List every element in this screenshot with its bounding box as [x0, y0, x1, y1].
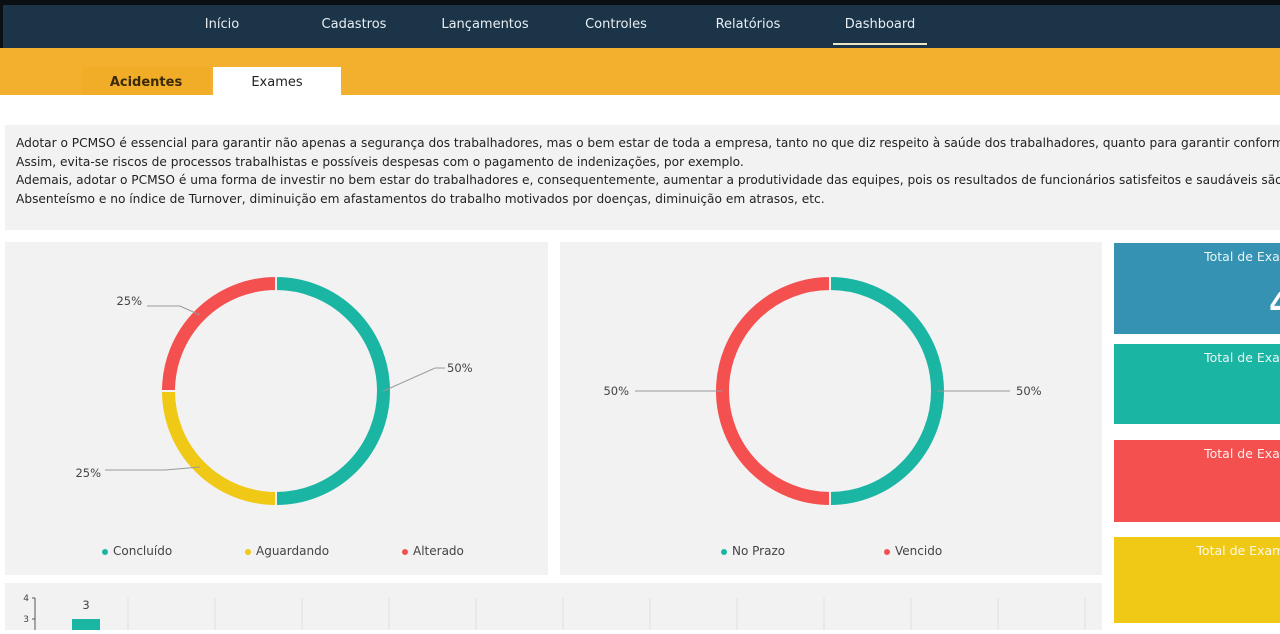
legend-label: Vencido — [895, 544, 943, 558]
card-total-exames: Total de Exam 4 — [1114, 243, 1280, 334]
y-tick-label: 3 — [23, 615, 29, 625]
data-label: 50% — [447, 361, 473, 375]
tab-exames[interactable]: Exames — [213, 67, 341, 95]
donut-slice — [159, 274, 277, 392]
leader-line — [105, 466, 201, 471]
legend-label: Alterado — [413, 544, 464, 558]
intro-text: Adotar o PCMSO é essencial para garantir… — [5, 125, 1280, 230]
legend-label: Concluído — [113, 544, 173, 558]
nav-controles[interactable]: Controles — [585, 17, 647, 32]
legend-item: Concluído — [102, 544, 245, 558]
legend-item: No Prazo — [721, 544, 884, 558]
tab-bar: Acidentes Exames — [0, 48, 1280, 95]
bar-data-label: 3 — [82, 598, 89, 612]
deadline-donut-chart: 50% 50% — [603, 274, 1042, 508]
data-label: 25% — [75, 466, 101, 480]
nav-dashboard[interactable]: Dashboard — [825, 17, 935, 45]
card-title: Total de Exam — [1204, 350, 1280, 365]
nav-inicio[interactable]: Início — [204, 17, 240, 32]
card-title: Total de Exam — [1204, 446, 1280, 461]
deadline-chart-panel: 50% 50% No Prazo Vencido — [560, 242, 1102, 575]
legend-item: Vencido — [884, 544, 942, 558]
card-title: Total de Exame — [1196, 543, 1280, 558]
nav-relatorios[interactable]: Relatórios — [715, 17, 781, 32]
card-total-aguardando: Total de Exame — [1114, 537, 1280, 623]
leader-line — [147, 305, 201, 316]
leader-line — [383, 367, 445, 392]
status-donut-chart: 50% 25% 25% — [75, 274, 473, 508]
status-chart-panel: 50% 25% 25% Concluído Aguardando Alterado — [5, 242, 548, 575]
legend-label: Aguardando — [256, 544, 330, 558]
data-label: 25% — [116, 294, 142, 308]
donut-slice — [714, 274, 831, 508]
legend-item: Aguardando — [245, 544, 402, 558]
data-label: 50% — [1016, 384, 1042, 398]
bar-chart-panel: 4 3 3 — [5, 583, 1102, 630]
card-total-concluidos: Total de Exam — [1114, 344, 1280, 424]
card-title: Total de Exam — [1204, 249, 1280, 264]
intro-line: Assim, evita-se riscos de processos trab… — [16, 154, 744, 169]
deadline-legend: No Prazo Vencido — [721, 544, 942, 558]
intro-line: Ademais, adotar o PCMSO é uma forma de i… — [16, 173, 1280, 187]
data-label: 50% — [603, 384, 629, 398]
intro-line: Adotar o PCMSO é essencial para garantir… — [16, 136, 1280, 150]
bar — [72, 619, 100, 630]
card-value: 4 — [1269, 287, 1280, 322]
status-legend: Concluído Aguardando Alterado — [102, 544, 464, 558]
intro-line: Absenteísmo e no índice de Turnover, dim… — [16, 191, 825, 206]
nav-lancamentos[interactable]: Lançamentos — [441, 17, 529, 32]
donut-slice — [275, 274, 392, 508]
tab-acidentes[interactable]: Acidentes — [82, 67, 210, 95]
donut-slice — [159, 390, 277, 508]
donut-slice — [829, 274, 946, 508]
main-nav: Início Cadastros Lançamentos Controles R… — [0, 5, 1280, 48]
legend-item: Alterado — [402, 544, 464, 558]
bar-chart: 4 3 3 — [23, 594, 1086, 630]
card-total-alterados: Total de Exam — [1114, 440, 1280, 522]
top-strip — [0, 0, 1280, 5]
y-tick-label: 4 — [23, 594, 29, 604]
nav-cadastros[interactable]: Cadastros — [321, 17, 387, 32]
legend-label: No Prazo — [732, 544, 786, 558]
